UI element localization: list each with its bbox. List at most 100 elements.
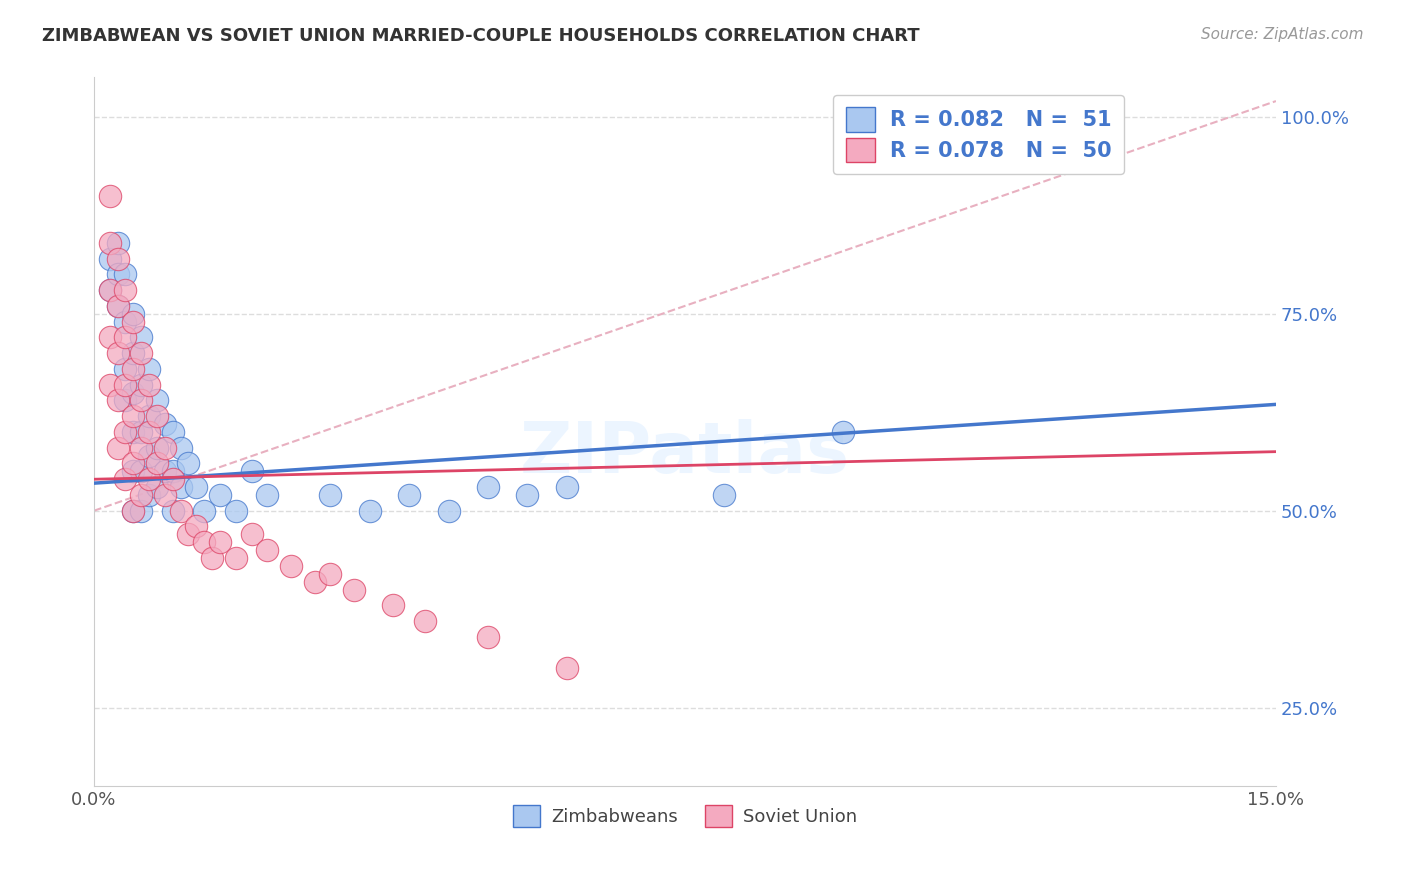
Point: [122, 504, 145, 518]
Point: [107, 346, 129, 360]
Point: [555, 661, 578, 675]
Point: [177, 527, 200, 541]
Point: [122, 504, 145, 518]
Point: [304, 574, 326, 589]
Point: [516, 488, 538, 502]
Point: [98, 377, 121, 392]
Point: [162, 464, 184, 478]
Point: [437, 504, 460, 518]
Point: [240, 464, 263, 478]
Point: [122, 315, 145, 329]
Point: [193, 535, 215, 549]
Point: [146, 457, 169, 471]
Point: [201, 551, 224, 566]
Point: [98, 330, 121, 344]
Point: [138, 472, 160, 486]
Point: [138, 449, 160, 463]
Point: [186, 480, 208, 494]
Point: [98, 235, 121, 250]
Point: [193, 504, 215, 518]
Point: [129, 330, 152, 344]
Point: [114, 330, 136, 344]
Point: [129, 393, 152, 408]
Point: [122, 307, 145, 321]
Point: [129, 346, 152, 360]
Point: [146, 409, 169, 424]
Point: [138, 377, 160, 392]
Point: [98, 252, 121, 266]
Point: [319, 488, 342, 502]
Point: [129, 464, 152, 478]
Point: [98, 283, 121, 297]
Point: [146, 480, 169, 494]
Point: [129, 425, 152, 439]
Point: [153, 441, 176, 455]
Point: [169, 480, 191, 494]
Text: Source: ZipAtlas.com: Source: ZipAtlas.com: [1201, 27, 1364, 42]
Point: [122, 385, 145, 400]
Point: [122, 346, 145, 360]
Point: [162, 425, 184, 439]
Point: [122, 457, 145, 471]
Point: [280, 558, 302, 573]
Point: [114, 315, 136, 329]
Point: [555, 480, 578, 494]
Point: [153, 417, 176, 431]
Point: [162, 504, 184, 518]
Point: [186, 519, 208, 533]
Point: [477, 480, 499, 494]
Point: [169, 504, 191, 518]
Legend: Zimbabweans, Soviet Union: Zimbabweans, Soviet Union: [506, 797, 865, 834]
Point: [114, 362, 136, 376]
Point: [122, 425, 145, 439]
Point: [177, 457, 200, 471]
Point: [162, 472, 184, 486]
Point: [122, 409, 145, 424]
Point: [225, 551, 247, 566]
Point: [153, 488, 176, 502]
Point: [713, 488, 735, 502]
Text: ZIPatlas: ZIPatlas: [520, 418, 851, 488]
Point: [146, 393, 169, 408]
Point: [122, 362, 145, 376]
Point: [138, 362, 160, 376]
Point: [114, 472, 136, 486]
Point: [114, 268, 136, 282]
Point: [146, 441, 169, 455]
Point: [382, 599, 405, 613]
Point: [114, 283, 136, 297]
Point: [831, 425, 853, 439]
Point: [477, 630, 499, 644]
Point: [107, 252, 129, 266]
Point: [208, 535, 231, 549]
Point: [225, 504, 247, 518]
Point: [107, 268, 129, 282]
Point: [319, 566, 342, 581]
Point: [107, 235, 129, 250]
Point: [413, 614, 436, 628]
Point: [98, 188, 121, 202]
Point: [114, 393, 136, 408]
Point: [122, 464, 145, 478]
Point: [208, 488, 231, 502]
Point: [129, 377, 152, 392]
Point: [107, 299, 129, 313]
Point: [98, 283, 121, 297]
Point: [114, 425, 136, 439]
Point: [138, 409, 160, 424]
Point: [138, 488, 160, 502]
Point: [114, 377, 136, 392]
Point: [240, 527, 263, 541]
Point: [129, 441, 152, 455]
Point: [256, 543, 278, 558]
Point: [359, 504, 381, 518]
Point: [129, 504, 152, 518]
Point: [107, 393, 129, 408]
Point: [398, 488, 420, 502]
Text: ZIMBABWEAN VS SOVIET UNION MARRIED-COUPLE HOUSEHOLDS CORRELATION CHART: ZIMBABWEAN VS SOVIET UNION MARRIED-COUPL…: [42, 27, 920, 45]
Point: [256, 488, 278, 502]
Point: [169, 441, 191, 455]
Point: [129, 488, 152, 502]
Point: [153, 464, 176, 478]
Point: [107, 299, 129, 313]
